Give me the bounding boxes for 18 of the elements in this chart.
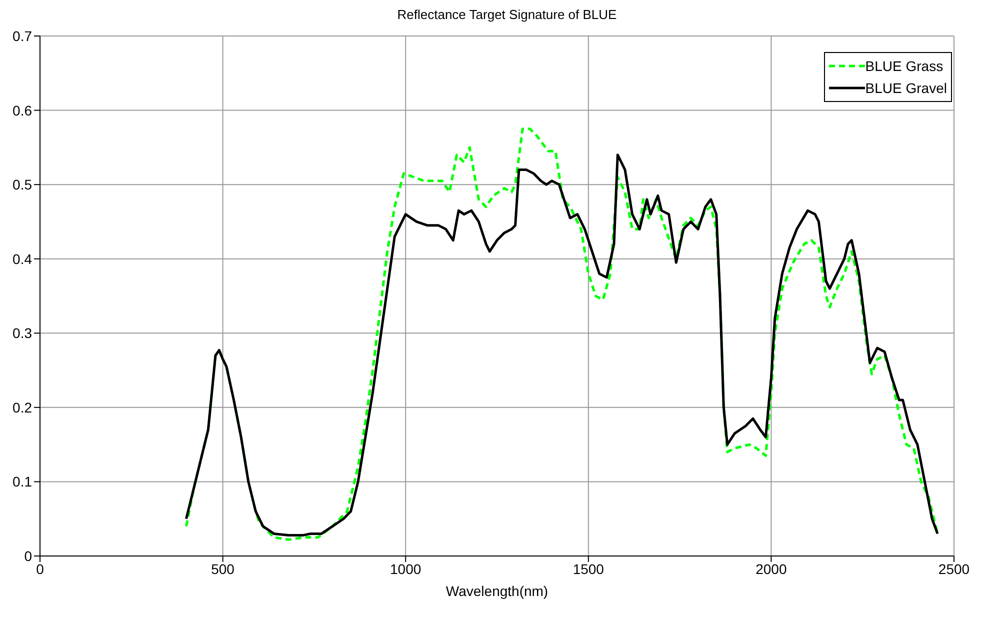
- y-tick-label: 0.7: [12, 28, 32, 44]
- x-tick-label: 1000: [390, 560, 422, 577]
- y-tick-label: 0: [24, 548, 32, 564]
- y-tick-label: 0.1: [12, 474, 32, 490]
- y-tick-label: 0.4: [12, 250, 32, 267]
- x-tick-label: 2000: [756, 560, 787, 577]
- y-tick-label: 0.5: [12, 176, 32, 193]
- legend-label: BLUE Gravel: [865, 80, 947, 96]
- x-tick-label: 1500: [572, 560, 604, 577]
- x-tick-label: 0: [36, 560, 44, 577]
- y-tick-label: 0.2: [12, 399, 32, 416]
- x-tick-label: 2500: [938, 560, 970, 577]
- x-axis-title: Wavelength(nm): [446, 583, 548, 599]
- y-tick-label: 0.3: [12, 325, 32, 342]
- x-tick-label: 500: [211, 560, 235, 577]
- y-tick-label: 0.6: [12, 102, 32, 118]
- chart-title: Reflectance Target Signature of BLUE: [396, 7, 618, 22]
- legend-label: BLUE Grass: [865, 58, 944, 74]
